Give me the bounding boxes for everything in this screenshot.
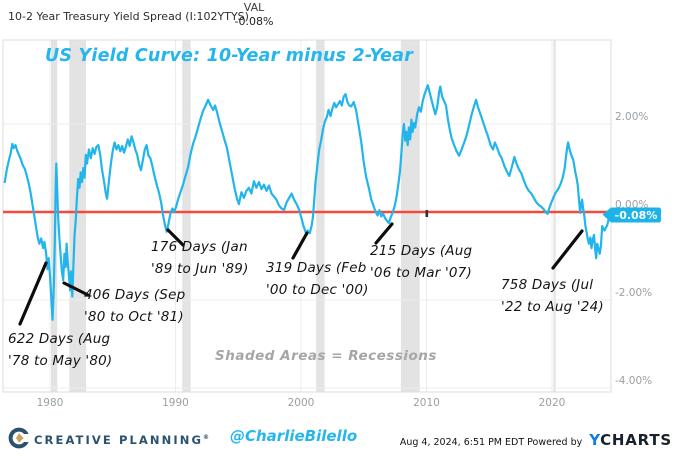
annotation-215-days: 215 Days (Aug '06 to Mar '07) bbox=[370, 240, 472, 284]
annotation-line: '06 to Mar '07) bbox=[370, 265, 472, 281]
brand-text: CREATIVE PLANNING bbox=[34, 433, 203, 447]
attribution: Aug 4, 2024, 6:51 PM EDT Powered by Y CH… bbox=[400, 431, 672, 449]
annotation-arrow bbox=[374, 222, 394, 245]
yield-spread-chart: 2.00%0.00%-2.00%-4.00%1980 1990 2000 2010 20… bbox=[2, 39, 661, 409]
y-axis-label: -2.00% bbox=[615, 287, 652, 299]
footer-bar: CREATIVE PLANNING® @CharlieBilello Aug 4… bbox=[0, 424, 680, 457]
last-value-badge bbox=[602, 207, 661, 223]
annotation-758-days: 758 Days (Jul '22 to Aug '24) bbox=[501, 274, 604, 318]
creative-planning-logo-icon bbox=[8, 427, 30, 449]
annotation-line: 176 Days (Jan bbox=[151, 239, 248, 255]
x-axis-label: 2000 bbox=[288, 397, 315, 409]
y-axis-label: 2.00% bbox=[615, 111, 648, 123]
recession-band bbox=[316, 40, 325, 392]
x-axis-label: 2010 bbox=[413, 397, 440, 409]
recession-band bbox=[400, 40, 420, 392]
annotation-line: '78 to May '80) bbox=[8, 353, 113, 369]
timestamp: Aug 4, 2024, 6:51 PM EDT bbox=[399, 437, 525, 448]
ycharts-logo-text: CHARTS bbox=[600, 431, 672, 449]
annotation-line: '00 to Dec '00) bbox=[266, 282, 369, 298]
x-axis-label: 1980 bbox=[37, 397, 64, 409]
annotation-arrow bbox=[18, 261, 48, 326]
twitter-handle: @CharlieBilello bbox=[230, 427, 358, 445]
annotation-line: '80 to Oct '81) bbox=[84, 309, 184, 325]
powered-by-text: Powered by bbox=[527, 437, 583, 448]
annotation-319-days: 319 Days (Feb '00 to Dec '00) bbox=[266, 257, 369, 301]
ycharts-logo-y: Y bbox=[589, 431, 601, 449]
recession-band bbox=[69, 40, 87, 392]
annotation-406-days: 406 Days (Sep '80 to Oct '81) bbox=[84, 284, 185, 328]
zero-line-tick-mark bbox=[425, 210, 429, 217]
last-value-badge-text: -0.08% bbox=[615, 209, 658, 222]
annotation-line: 406 Days (Sep bbox=[84, 287, 186, 303]
annotation-line: 758 Days (Jul bbox=[501, 277, 594, 293]
y-axis-label: -4.00% bbox=[615, 375, 652, 387]
annotation-line: 622 Days (Aug bbox=[8, 331, 111, 347]
annotation-line: 215 Days (Aug bbox=[370, 243, 473, 259]
x-axis-label: 1990 bbox=[162, 397, 189, 409]
val-column: VAL -0.08% bbox=[228, 1, 280, 28]
annotation-line: 319 Days (Feb bbox=[266, 260, 367, 276]
recession-band bbox=[182, 40, 191, 392]
timestamp-powered-by: Aug 4, 2024, 6:51 PM EDT Powered by bbox=[400, 437, 582, 448]
series-label: 10-2 Year Treasury Yield Spread (I:102YT… bbox=[8, 10, 249, 23]
annotation-622-days: 622 Days (Aug '78 to May '80) bbox=[8, 328, 112, 372]
spread-line-series bbox=[3, 84, 611, 321]
annotation-arrow bbox=[291, 231, 309, 260]
recession-band bbox=[553, 40, 556, 392]
annotation-arrow bbox=[551, 229, 584, 270]
val-header: VAL bbox=[243, 1, 265, 14]
annotation-line: '22 to Aug '24) bbox=[501, 299, 604, 315]
creative-planning-wordmark: CREATIVE PLANNING® bbox=[34, 433, 209, 447]
annotation-176-days: 176 Days (Jan '89 to Jun '89) bbox=[151, 236, 249, 280]
x-axis-label: 2020 bbox=[539, 397, 566, 409]
annotation-arrow bbox=[62, 281, 90, 297]
annotation-arrow bbox=[166, 228, 185, 247]
recession-note: Shaded Areas = Recessions bbox=[215, 348, 437, 364]
chart-title: US Yield Curve: 10-Year minus 2-Year bbox=[45, 46, 414, 66]
val-value: -0.08% bbox=[234, 15, 274, 28]
registered-mark: ® bbox=[203, 434, 209, 442]
annotation-line: '89 to Jun '89) bbox=[151, 261, 249, 277]
